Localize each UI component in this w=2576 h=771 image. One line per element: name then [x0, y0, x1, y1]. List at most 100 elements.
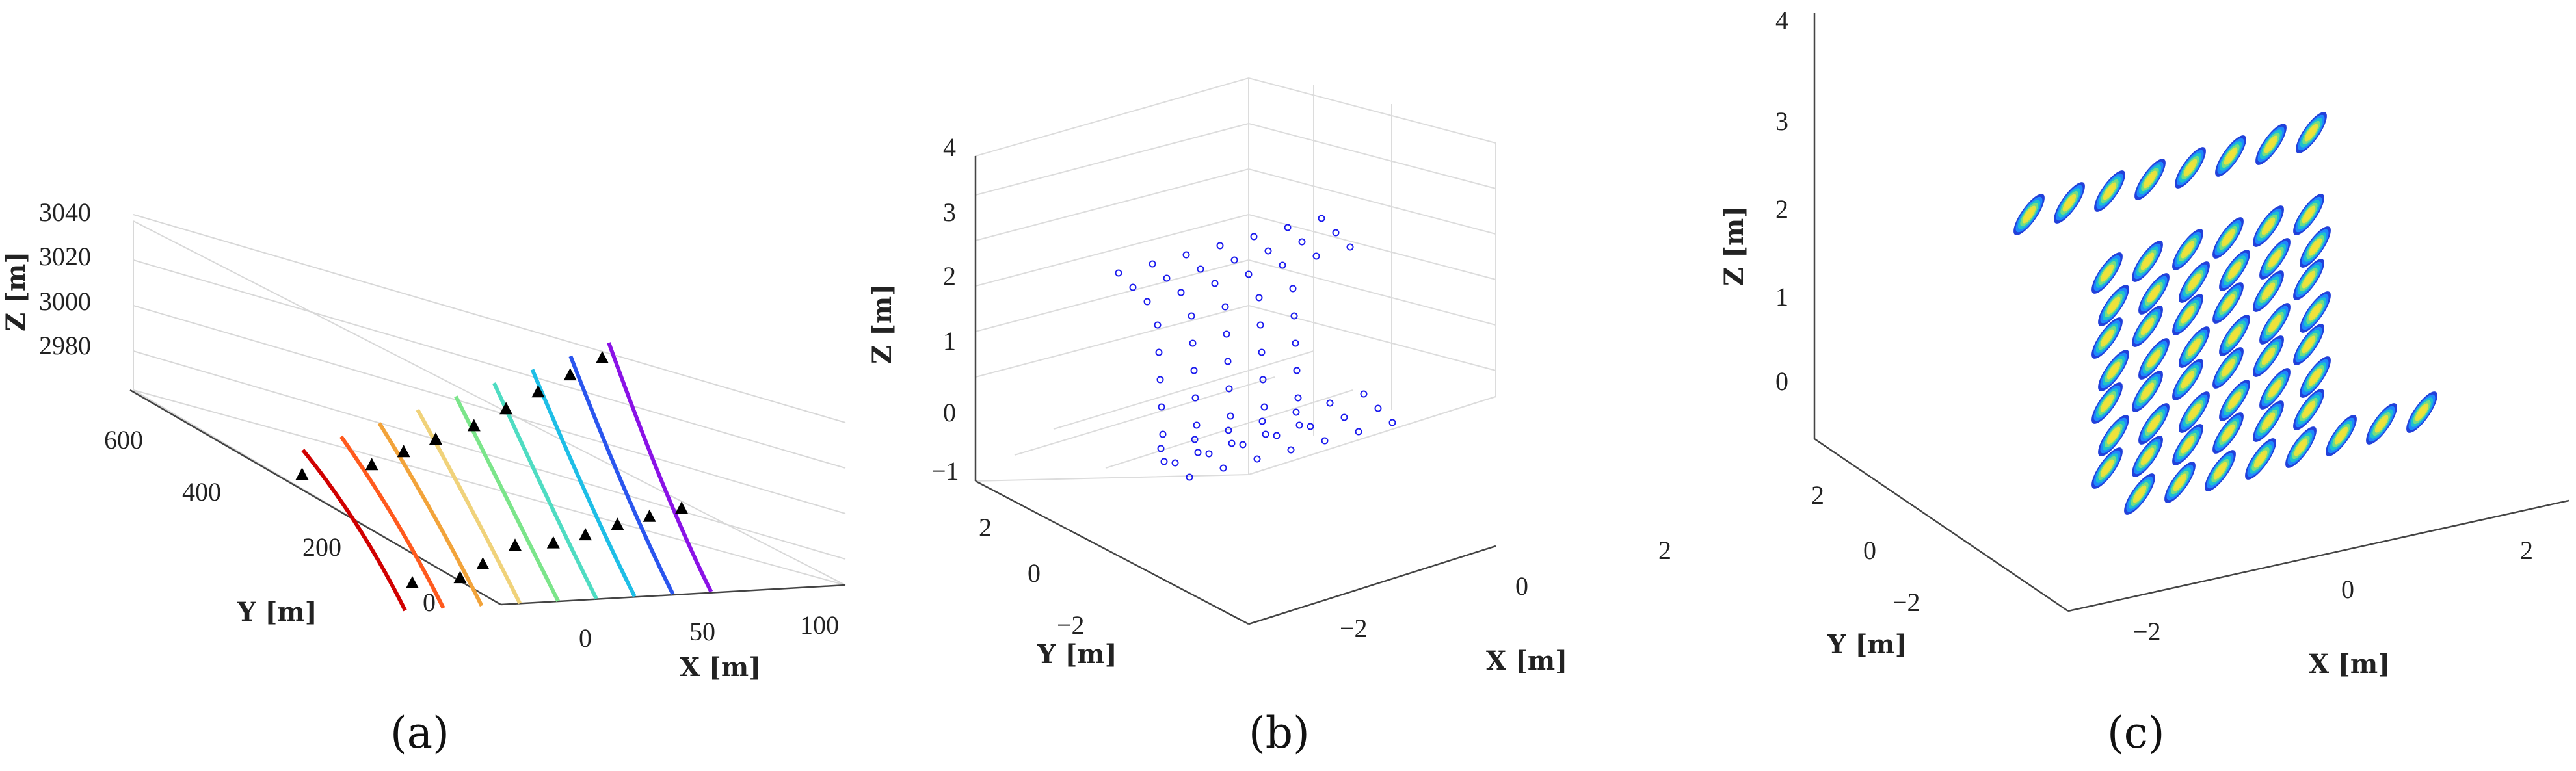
b-point-30 — [1290, 312, 1298, 320]
chart-c-points — [2013, 112, 2437, 515]
b-point-11 — [1264, 247, 1272, 255]
chart-c-axes — [1813, 13, 2569, 612]
b-yt-1: 0 — [1028, 558, 1041, 588]
c-footprint-245 — [2190, 406, 2199, 418]
c-footprint-287 — [2224, 427, 2233, 439]
b-point-39 — [1259, 376, 1267, 384]
a-marker-0-0 — [406, 576, 419, 588]
b-point-6 — [1318, 215, 1325, 222]
b-point-16 — [1211, 280, 1219, 287]
chart-a-svg: 2980 3000 3020 3040 Z [m] 0 200 400 600 … — [1, 198, 846, 758]
b-point-68 — [1287, 446, 1295, 454]
b-point-34 — [1258, 348, 1266, 356]
a-series-8 — [607, 342, 713, 593]
c-footprint-119 — [2311, 241, 2320, 253]
c-footprint-11 — [2065, 197, 2074, 209]
b-yt-2: 2 — [979, 513, 992, 542]
c-footprint-23 — [2145, 174, 2155, 185]
c-footprint-197 — [2103, 397, 2112, 409]
c-footprint-185 — [2270, 318, 2279, 330]
b-point-32 — [1190, 367, 1198, 374]
a-series-4 — [454, 395, 560, 602]
c-footprint-143 — [2224, 297, 2233, 309]
b-point-56 — [1326, 399, 1334, 407]
c-xt-2: 2 — [2520, 536, 2533, 565]
b-xt-0: −2 — [1340, 614, 1368, 643]
a-marker-1-0 — [453, 571, 467, 584]
c-footprint-305 — [2135, 488, 2144, 500]
b-point-61 — [1273, 432, 1281, 439]
a-yt-0: 0 — [423, 588, 436, 617]
c-footprint-209 — [2183, 374, 2192, 386]
b-point-44 — [1260, 403, 1268, 411]
c-footprint-317 — [2216, 465, 2225, 477]
b-point-35 — [1292, 339, 1299, 347]
a-marker-4-0 — [546, 536, 560, 549]
b-point-67 — [1253, 455, 1261, 463]
b-point-25 — [1289, 285, 1297, 293]
panel-b: −1 0 1 2 3 4 Z [m] 2 0 −2 Y [m] −2 0 2 X… — [858, 0, 1717, 771]
c-yt-1: 0 — [1863, 536, 1876, 565]
a-marker-5-0 — [579, 528, 592, 541]
c-footprint-263 — [2311, 371, 2320, 383]
b-point-10 — [1230, 256, 1238, 264]
c-xlabel: X [m] — [2309, 649, 2390, 679]
b-point-1 — [1149, 260, 1156, 268]
c-footprint-341 — [2377, 418, 2386, 430]
c-zt-4: 4 — [1775, 6, 1788, 35]
b-point-58 — [1171, 459, 1179, 467]
a-marker-7-1 — [563, 368, 577, 381]
panel-a: 2980 3000 3020 3040 Z [m] 0 200 400 600 … — [0, 0, 858, 771]
b-point-71 — [1388, 419, 1396, 426]
a-series-1 — [339, 435, 445, 609]
c-footprint-323 — [2256, 453, 2265, 465]
b-point-55 — [1292, 408, 1300, 416]
a-marker-3-0 — [509, 538, 522, 551]
b-point-43 — [1227, 412, 1234, 420]
c-zt-0: 0 — [1775, 367, 1788, 396]
c-footprint-335 — [2337, 430, 2346, 441]
a-xt-2: 100 — [800, 610, 839, 640]
b-zt-3: 2 — [943, 261, 956, 291]
chart-c-svg: 0 1 2 3 4 Z [m] 2 0 −2 Y [m] −2 0 2 X [m… — [1719, 6, 2569, 758]
b-point-64 — [1374, 404, 1382, 412]
a-marker-8-1 — [596, 351, 609, 363]
b-point-21 — [1154, 321, 1162, 329]
c-footprint-257 — [2270, 383, 2279, 395]
a-marker-1-1 — [365, 458, 378, 471]
b-point-19 — [1312, 252, 1320, 260]
a-series-7 — [568, 355, 675, 595]
b-point-5 — [1284, 224, 1292, 231]
b-point-69 — [1321, 437, 1329, 445]
a-zlabel: Z [m] — [1, 252, 31, 332]
b-point-50 — [1295, 421, 1303, 429]
chart-a-series — [295, 342, 713, 612]
a-marker-6-0 — [611, 517, 624, 530]
b-point-46 — [1160, 458, 1168, 465]
a-zt-3: 3040 — [39, 198, 91, 227]
c-yt-0: −2 — [1892, 588, 1920, 617]
a-marker-5-1 — [499, 402, 513, 415]
c-footprint-5 — [2025, 209, 2034, 220]
a-xt-1: 50 — [689, 617, 715, 646]
c-footprint-239 — [2149, 418, 2158, 430]
b-point-20 — [1346, 243, 1354, 251]
c-footprint-77 — [2264, 220, 2273, 232]
c-footprint-35 — [2226, 150, 2235, 162]
chart-b-grid — [975, 77, 1496, 482]
b-point-36 — [1158, 403, 1165, 411]
c-footprint-41 — [2266, 138, 2276, 150]
a-xt-0: 0 — [579, 623, 592, 653]
c-footprint-155 — [2304, 274, 2313, 285]
a-marker-3-1 — [429, 432, 442, 445]
b-zt-5: 4 — [943, 133, 956, 162]
c-footprint-149 — [2264, 285, 2273, 297]
b-point-12 — [1298, 238, 1306, 246]
c-footprint-137 — [2183, 309, 2192, 320]
b-point-41 — [1159, 430, 1167, 438]
a-marker-2-1 — [397, 445, 410, 458]
b-point-48 — [1228, 439, 1236, 447]
a-xlabel: X [m] — [680, 652, 761, 683]
c-xt-0: −2 — [2133, 617, 2161, 646]
b-point-62 — [1307, 423, 1314, 430]
